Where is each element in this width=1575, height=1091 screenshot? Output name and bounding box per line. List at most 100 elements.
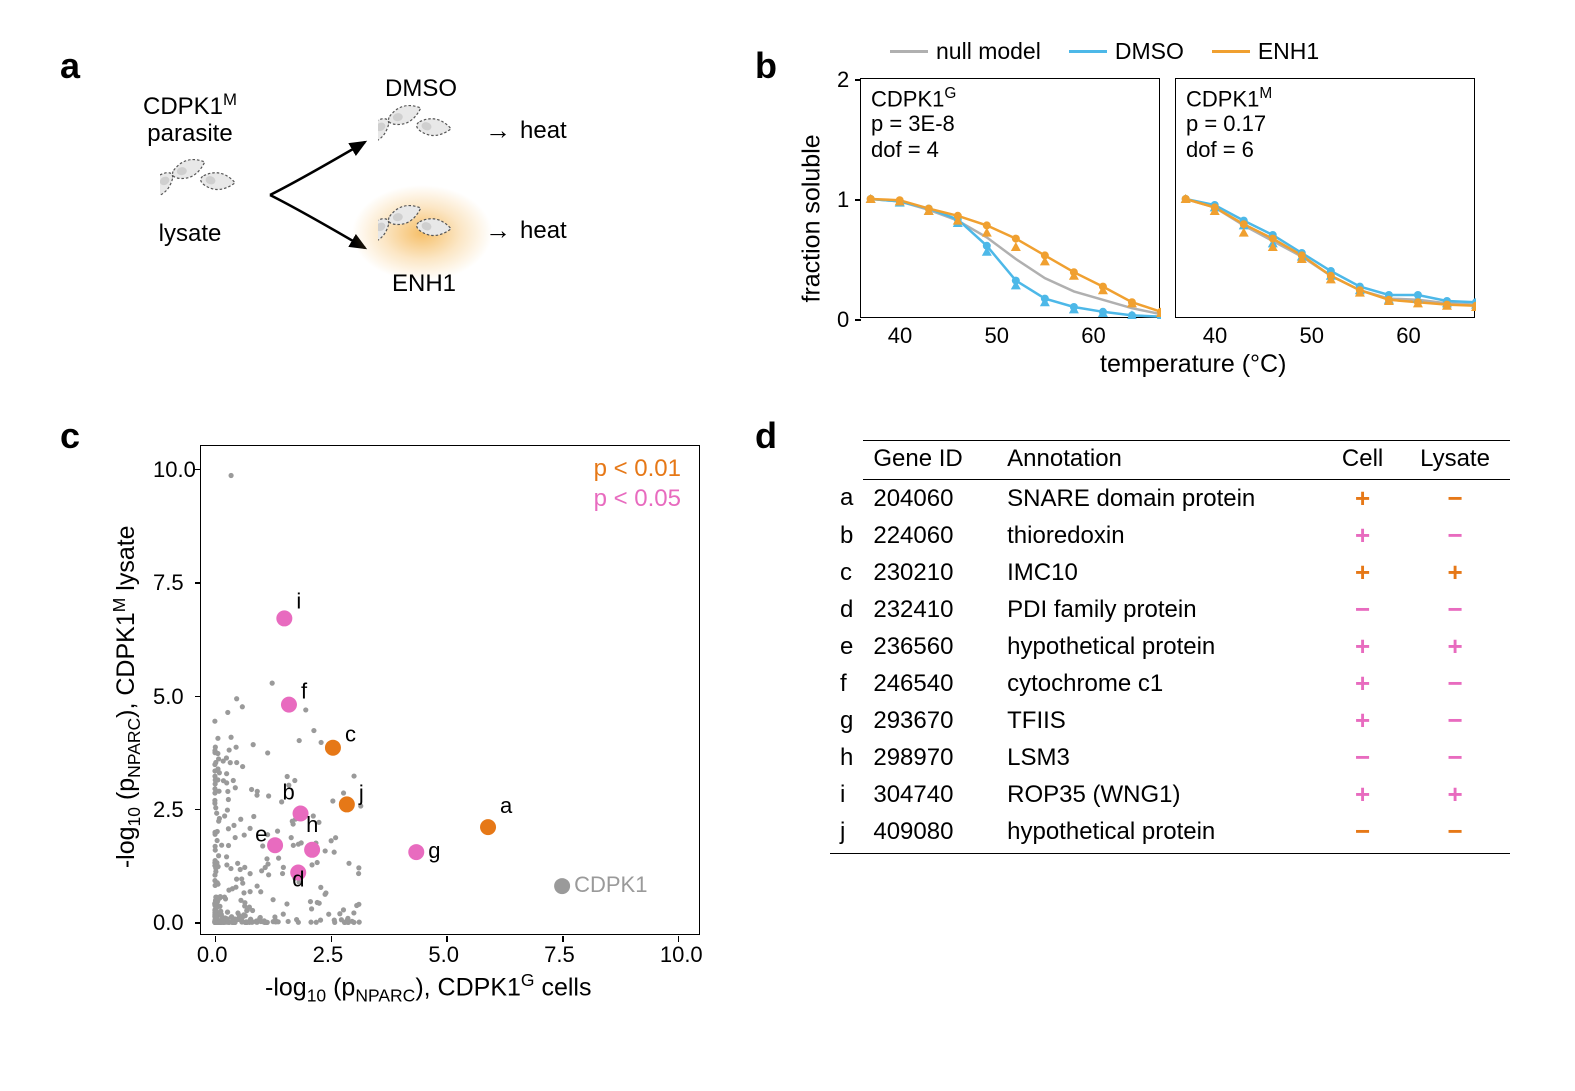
row-id: i [830,776,863,813]
cell-sign: + [1325,776,1400,813]
table-header: Gene ID [863,441,997,480]
tick-label: 0.0 [197,942,228,968]
gene-id: 298970 [863,739,997,776]
legend-swatch [890,50,928,53]
parasite-icon [378,103,473,163]
panel-c-chart: abcdefghijCDPK1p < 0.01p < 0.050.00.02.5… [200,445,700,935]
chart-p-value: p = 3E-8 [871,111,955,137]
svg-text:f: f [301,679,308,704]
row-id: c [830,554,863,591]
panel-b-chart-left: CDPK1Gp = 3E-8dof = 4405060012 [860,78,1160,318]
gene-annotation: LSM3 [997,739,1325,776]
figure-container: a b c d CDPK1M parasite lysate [20,20,1555,1071]
tick-label: 2.5 [313,942,344,968]
tick-label: 5.0 [153,684,184,710]
cell-sign: + [1325,554,1400,591]
row-id: f [830,665,863,702]
svg-text:j: j [358,780,364,805]
tick-label: 60 [1081,323,1105,349]
gene-id: 224060 [863,517,997,554]
svg-text:i: i [296,588,301,613]
panel-a-heat-bottom: heat [520,217,567,245]
gene-id: 304740 [863,776,997,813]
gene-annotation: TFIIS [997,702,1325,739]
panel-d-table: Gene IDAnnotationCellLysate a204060SNARE… [830,440,1510,854]
gene-annotation: ROP35 (WNG1) [997,776,1325,813]
table-row: d232410PDI family protein−− [830,591,1510,628]
lysate-sign: − [1400,813,1510,854]
cell-sign: − [1325,813,1400,854]
lysate-sign: − [1400,665,1510,702]
gene-annotation: PDI family protein [997,591,1325,628]
gene-id: 409080 [863,813,997,854]
panel-a-schematic: CDPK1M parasite lysate [140,75,660,295]
panel-a-enh1-label: ENH1 [392,270,456,298]
panel-a-lysate-label: lysate [130,220,250,248]
arrow-icon: → [485,215,511,246]
tick-label: 7.5 [544,942,575,968]
gene-annotation: cytochrome c1 [997,665,1325,702]
lysate-sign: − [1400,702,1510,739]
legend-item: DMSO [1069,38,1184,65]
lysate-sign: − [1400,517,1510,554]
svg-text:e: e [255,821,267,846]
cell-sign: − [1325,591,1400,628]
lysate-sign: + [1400,776,1510,813]
table-row: f246540cytochrome c1+− [830,665,1510,702]
table-row: b224060thioredoxin+− [830,517,1510,554]
svg-text:a: a [500,793,513,818]
panel-a-parasite-label: parasite [120,120,260,148]
table-header: Annotation [997,441,1325,480]
panel-label-d: d [755,415,777,457]
gene-annotation: hypothetical protein [997,628,1325,665]
svg-text:c: c [345,722,356,747]
table-row: h298970LSM3−− [830,739,1510,776]
table-header [830,441,863,480]
panel-a-dmso-label: DMSO [385,75,457,103]
table-row: g293670TFIIS+− [830,702,1510,739]
lysate-sign: − [1400,480,1510,518]
tick-label: 50 [984,323,1008,349]
panel-label-a: a [60,45,80,87]
row-id: d [830,591,863,628]
svg-text:CDPK1: CDPK1 [574,872,647,897]
gene-id: 232410 [863,591,997,628]
panel-b-ylabel: fraction soluble [798,134,827,302]
table-row: c230210IMC10++ [830,554,1510,591]
tick-label: 10.0 [153,457,196,483]
chart-dof: dof = 6 [1186,137,1254,163]
panel-c-ylabel: -log10 (pNPARC), CDPK1M lysate [109,525,145,868]
cell-sign: + [1325,628,1400,665]
table-row: i304740ROP35 (WNG1)++ [830,776,1510,813]
table-header: Cell [1325,441,1400,480]
panel-label-b: b [755,45,777,87]
gene-annotation: hypothetical protein [997,813,1325,854]
tick-label: 2.5 [153,797,184,823]
lysate-sign: + [1400,628,1510,665]
chart-p-value: p = 0.17 [1186,111,1266,137]
panel-b-charts: null modelDMSOENH1 fraction soluble temp… [800,50,1515,390]
svg-text:d: d [292,866,304,891]
table-row: j409080hypothetical protein−− [830,813,1510,854]
svg-text:p < 0.01: p < 0.01 [594,455,681,482]
panel-a-heat-top: heat [520,117,567,145]
tick-label: 1 [837,187,849,213]
cell-sign: − [1325,739,1400,776]
table-row: e236560hypothetical protein++ [830,628,1510,665]
panel-label-c: c [60,415,80,457]
cell-sign: + [1325,517,1400,554]
lysate-sign: − [1400,739,1510,776]
tick-label: 40 [1203,323,1227,349]
row-id: b [830,517,863,554]
lysate-sign: + [1400,554,1510,591]
panel-b-xlabel: temperature (°C) [1100,350,1286,379]
cell-sign: + [1325,665,1400,702]
panel-c-scatter: -log10 (pNPARC), CDPK1M lysate abcdefghi… [135,435,715,1015]
panel-b-legend: null modelDMSOENH1 [890,38,1319,65]
panel-c-xlabel: -log10 (pNPARC), CDPK1G cells [265,970,592,1006]
gene-id: 236560 [863,628,997,665]
svg-text:b: b [283,780,295,805]
legend-swatch [1212,50,1250,53]
tick-label: 7.5 [153,570,184,596]
tick-label: 0 [837,307,849,333]
